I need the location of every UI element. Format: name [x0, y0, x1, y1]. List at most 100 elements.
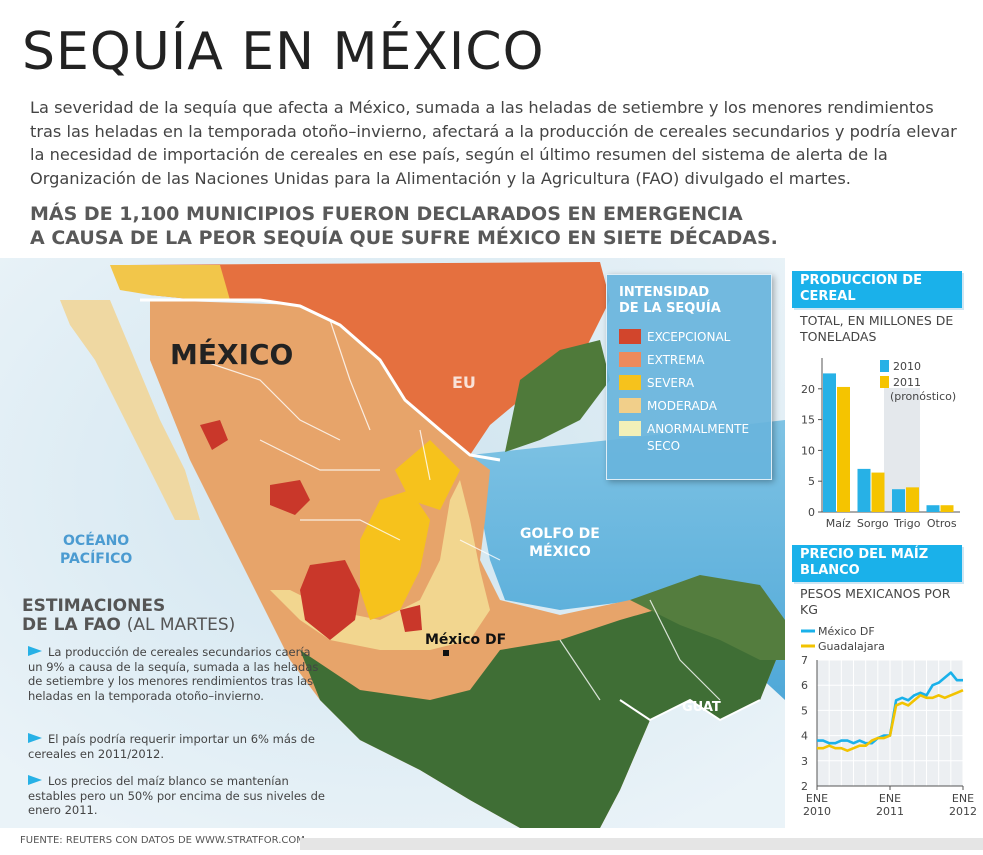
- y-tick-label: 7: [801, 654, 808, 667]
- legend-title: INTENSIDAD DE LA SEQUÍA: [619, 285, 759, 317]
- legend-swatch: [619, 375, 641, 390]
- y-tick-label: 4: [801, 730, 808, 743]
- legend-label: EXTREMA: [647, 353, 705, 367]
- baja-california: [60, 300, 200, 520]
- map-label-df: México DF: [425, 632, 507, 648]
- drought-severe-usa: [110, 265, 230, 300]
- us-mexico-border: [140, 298, 501, 462]
- cereal-production-chart: 0 5 10 15 20 Maíz Sorgo Trigo Otros 2010 2011(pron…: [801, 358, 960, 530]
- legend-item-extrema: EXTREMA: [619, 350, 769, 372]
- bullet-arrow-icon: [28, 775, 42, 785]
- legend-label: SEVERA: [647, 376, 695, 390]
- legend-item-excepcional: EXCEPCIONAL: [619, 327, 769, 349]
- estimacion-bullet-3: Los precios del maíz blanco se mantenían…: [28, 774, 328, 818]
- map-label-gulf: GOLFO DE MÉXICO: [520, 525, 600, 561]
- source-bar: [300, 838, 983, 850]
- legend-swatch: [619, 398, 641, 413]
- estimacion-bullet-1: La producción de cereales secundarios ca…: [28, 645, 328, 703]
- map-label-mexico: MÉXICO: [170, 338, 294, 371]
- legend-swatch: [619, 352, 641, 367]
- x-tick-label: Otros: [927, 517, 957, 530]
- legend-swatch: [619, 421, 641, 436]
- x-tick-label: Trigo: [893, 517, 921, 530]
- estimaciones-title-2: DE LA FAO: [22, 615, 121, 635]
- estimaciones-title: ESTIMACIONES DE LA FAO (AL MARTES): [22, 597, 235, 635]
- map-label-pacific-1: OCÉANO: [63, 533, 130, 549]
- x-tick-label: ENE: [952, 792, 974, 805]
- cereal-production-title: PRODUCCION DE CEREAL: [792, 271, 962, 308]
- legend-item-severa: SEVERA: [619, 373, 769, 395]
- legend-label: EXCEPCIONAL: [647, 330, 731, 344]
- drought-legend: INTENSIDAD DE LA SEQUÍA EXCEPCIONAL EXTR…: [606, 274, 772, 480]
- cereal-production-subtitle: TOTAL, EN MILLONES DE TONELADAS: [800, 313, 954, 344]
- page-title: SEQUÍA EN MÉXICO: [22, 22, 545, 82]
- bar-2010-Otros: [926, 505, 940, 512]
- estimaciones-title-2-row: DE LA FAO (AL MARTES): [22, 616, 235, 635]
- bar-2011-Otros: [940, 505, 954, 512]
- y-tick-label: 0: [808, 506, 815, 519]
- y-tick-label: 5: [808, 475, 815, 488]
- y-tick-label: 6: [801, 679, 808, 692]
- legend-swatch-2011: [880, 376, 889, 388]
- bar-2011-Sorgo: [871, 472, 885, 512]
- legend-title-2: DE LA SEQUÍA: [619, 301, 721, 316]
- bar-2010-Sorgo: [857, 468, 871, 512]
- y-tick-label: 20: [801, 383, 815, 396]
- headline: MÁS DE 1,100 MUNICIPIOS FUERON DECLARADO…: [30, 202, 778, 250]
- map-label-eu: EU: [452, 373, 476, 392]
- bullet-text: El país podría requerir importar un 6% m…: [28, 732, 315, 761]
- corn-price-title: PRECIO DEL MAÍZ BLANCO: [792, 545, 962, 582]
- bar-2010-Maíz: [823, 373, 836, 512]
- y-tick-label: 3: [801, 755, 808, 768]
- y-tick-label: 5: [801, 704, 808, 717]
- legend-label-mexico-df: México DF: [818, 625, 875, 638]
- southern-forest: [300, 600, 780, 828]
- estimaciones-title-sub: (AL MARTES): [126, 615, 236, 635]
- legend-swatch: [619, 329, 641, 344]
- legend-label-line-1: ANORMALMENTE: [647, 422, 750, 436]
- legend-label-line-2: SECO: [647, 439, 681, 453]
- map-label-guat: GUAT: [682, 700, 721, 715]
- y-tick-label: 10: [801, 444, 815, 457]
- x-tick-label: ENE: [879, 792, 901, 805]
- bullet-text: La producción de cereales secundarios ca…: [28, 645, 319, 703]
- map-label-pacific: OCÉANO PACÍFICO: [60, 532, 132, 568]
- map-label-pacific-2: PACÍFICO: [60, 551, 133, 567]
- bullet-arrow-icon: [28, 646, 42, 656]
- legend-label-pronostico: (pronóstico): [890, 390, 956, 403]
- legend-item-anormalmente-seco: ANORMALMENTE SECO: [619, 419, 769, 459]
- bullet-arrow-icon: [28, 733, 42, 743]
- x-tick-label: Sorgo: [857, 517, 889, 530]
- legend-label: MODERADA: [647, 399, 717, 413]
- guatemala-border: [619, 698, 761, 722]
- legend-label-2011: 2011: [893, 376, 921, 389]
- legend-item-moderada: MODERADA: [619, 396, 769, 418]
- headline-line-2: A CAUSA DE LA PEOR SEQUÍA QUE SUFRE MÉXI…: [30, 227, 778, 249]
- y-tick-label: 15: [801, 414, 815, 427]
- series-line-guadalajara: [817, 689, 964, 752]
- bullet-text: Los precios del maíz blanco se mantenían…: [28, 774, 325, 817]
- drought-exceptional-north: [200, 420, 228, 450]
- map-label-gulf-1: GOLFO DE: [520, 526, 600, 542]
- state-borders: [199, 319, 721, 701]
- map-label-gulf-2: MÉXICO: [529, 544, 591, 560]
- source-note: FUENTE: REUTERS CON DATOS DE WWW.STRATFO…: [20, 835, 309, 846]
- legend-label-2010: 2010: [893, 360, 921, 373]
- x-tick-label: 2011: [876, 805, 904, 818]
- usa-east-land: [505, 340, 610, 452]
- legend-label-guadalajara: Guadalajara: [818, 640, 885, 653]
- bar-2011-Maíz: [837, 386, 850, 512]
- headline-line-1: MÁS DE 1,100 MUNICIPIOS FUERON DECLARADO…: [30, 203, 743, 225]
- legend-title-1: INTENSIDAD: [619, 285, 710, 300]
- drought-exceptional-south: [400, 605, 422, 632]
- x-tick-label: ENE: [806, 792, 828, 805]
- df-marker: [443, 650, 449, 656]
- x-tick-label: 2010: [803, 805, 831, 818]
- usa-land: [120, 262, 610, 455]
- y-tick-label: 2: [801, 780, 808, 793]
- legend-label: ANORMALMENTE SECO: [647, 421, 749, 455]
- drought-exceptional-west: [270, 480, 310, 515]
- corn-price-subtitle: PESOS MEXICANOS POR KG: [800, 586, 951, 617]
- drought-exceptional-center: [300, 560, 360, 640]
